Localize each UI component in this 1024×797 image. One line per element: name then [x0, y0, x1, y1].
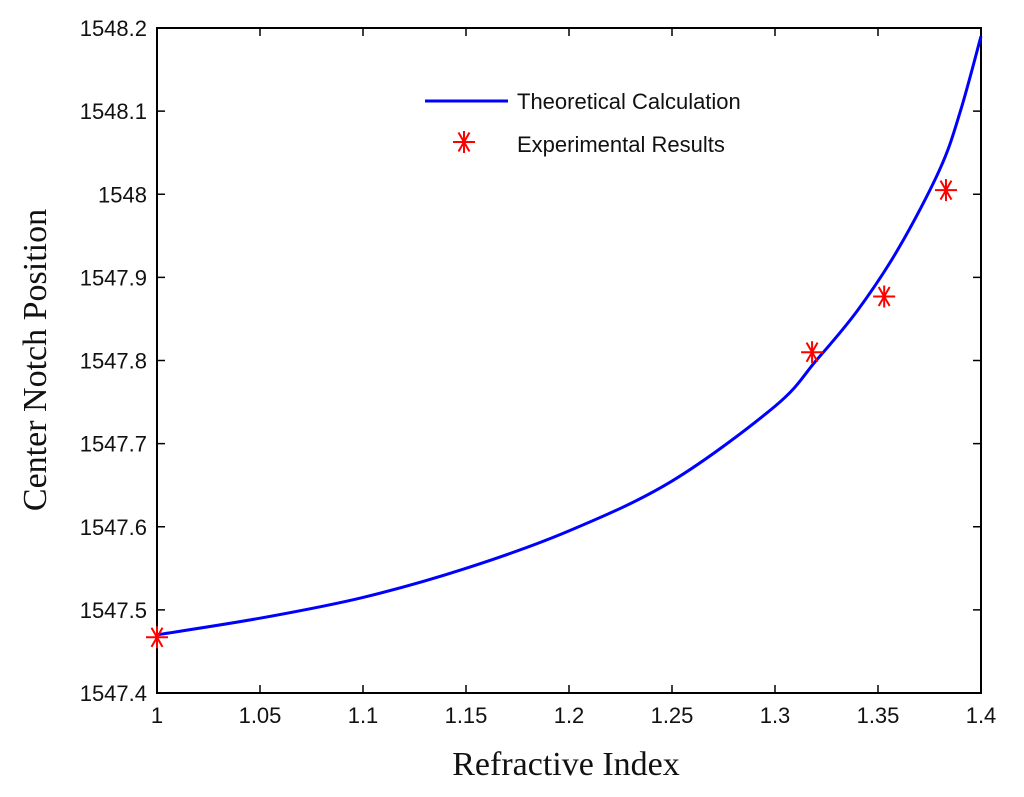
- y-tick-label: 1547.4: [80, 681, 147, 706]
- x-tick-label: 1.1: [348, 703, 379, 728]
- x-tick-label: 1.05: [239, 703, 282, 728]
- y-tick-label: 1547.6: [80, 515, 147, 540]
- legend: Theoretical Calculation Experimental Res…: [425, 89, 741, 157]
- experimental-point: [934, 179, 957, 202]
- x-tick-label: 1.35: [857, 703, 900, 728]
- experimental-point: [801, 341, 824, 364]
- y-tick-label: 1547.8: [80, 349, 147, 374]
- y-tick-label: 1548.1: [80, 99, 147, 124]
- legend-marker-experimental: [453, 131, 475, 153]
- x-tick-label: 1.2: [554, 703, 585, 728]
- y-tick-label: 1547.5: [80, 598, 147, 623]
- y-axis-title: Center Notch Position: [17, 209, 54, 511]
- y-axis-ticks: 1547.4 1547.5 1547.6 1547.7 1547.8 1547.9 1548…: [80, 16, 981, 706]
- y-tick-label: 1548.2: [80, 16, 147, 41]
- legend-label-theoretical: Theoretical Calculation: [517, 89, 741, 114]
- experimental-point: [146, 626, 168, 649]
- x-tick-label: 1.25: [651, 703, 694, 728]
- legend-label-experimental: Experimental Results: [517, 132, 725, 157]
- x-tick-label: 1.3: [760, 703, 791, 728]
- theoretical-curve: [156, 35, 983, 637]
- x-tick-label: 1.4: [966, 703, 997, 728]
- plot-area: [156, 27, 982, 694]
- series-layer: [146, 35, 983, 649]
- experimental-point: [873, 285, 896, 308]
- x-axis-ticks: 1 1.05 1.1 1.15 1.2 1.25 1.3 1.35 1.4: [151, 28, 996, 728]
- y-tick-label: 1548: [98, 182, 147, 207]
- x-tick-label: 1: [151, 703, 163, 728]
- legend-star-glyph: [453, 131, 475, 153]
- x-tick-label: 1.15: [445, 703, 488, 728]
- x-axis-title: Refractive Index: [452, 746, 680, 783]
- y-tick-label: 1547.9: [80, 265, 147, 290]
- y-tick-label: 1547.7: [80, 432, 147, 457]
